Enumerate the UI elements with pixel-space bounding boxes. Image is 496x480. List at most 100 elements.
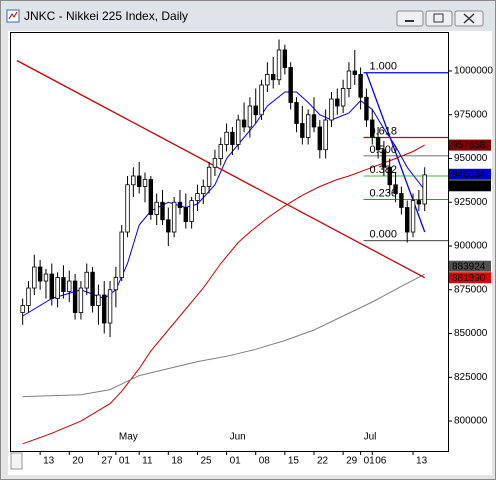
- price-label: 957658: [452, 140, 486, 151]
- candle-body: [218, 144, 223, 159]
- candle-body: [317, 126, 323, 151]
- candle-body: [113, 277, 119, 291]
- y-tick-label: 850000: [454, 328, 488, 339]
- candle-body: [84, 271, 89, 289]
- month-label: Jul: [364, 432, 377, 443]
- candle-body: [26, 287, 31, 306]
- x-tick-label: 25: [200, 456, 212, 467]
- price-label: 940634: [452, 169, 486, 180]
- candle-body: [67, 280, 72, 292]
- candle-body: [61, 277, 66, 292]
- restore-button[interactable]: [425, 10, 453, 27]
- minimize-button[interactable]: [396, 10, 424, 27]
- candle-body: [119, 231, 124, 278]
- price-label-box: [449, 139, 491, 151]
- x-tick-label: 15: [288, 456, 300, 467]
- candle-body: [311, 114, 317, 128]
- candle-body: [399, 193, 404, 208]
- candle-body: [142, 179, 148, 187]
- candle-body: [358, 74, 363, 98]
- price-label: 883924: [452, 261, 486, 272]
- y-tick-label: 900000: [454, 241, 488, 252]
- candle-body: [49, 273, 54, 299]
- candle-body: [131, 175, 136, 186]
- candle-body: [195, 193, 200, 201]
- candle-body: [276, 49, 282, 81]
- candle-body: [55, 277, 60, 299]
- restore-glyph: [433, 13, 444, 23]
- candle-body: [370, 119, 375, 138]
- fibo-label: 0.000: [370, 229, 398, 241]
- candle-body: [346, 70, 352, 89]
- candle-body: [352, 70, 357, 75]
- candle-body: [32, 266, 37, 289]
- candle-body: [253, 105, 258, 116]
- plot-area: [10, 32, 449, 452]
- candle-body: [177, 201, 183, 208]
- candle-body: [381, 149, 387, 168]
- candle-body: [154, 201, 159, 215]
- candle-body: [136, 175, 142, 187]
- candle-body: [247, 105, 253, 128]
- y-tick-label: 950000: [454, 153, 488, 164]
- x-tick-label: 13: [43, 456, 55, 467]
- candle-body: [78, 287, 84, 313]
- candle-body: [37, 266, 43, 282]
- overlay-line: [16, 59, 426, 279]
- x-tick-label: 08: [259, 456, 271, 467]
- fibo-label: 1.000: [370, 61, 398, 73]
- x-tick-label: 22: [317, 456, 329, 467]
- candle-body: [90, 271, 95, 306]
- y-tick-label: 825000: [454, 372, 488, 383]
- candle-body: [160, 201, 165, 221]
- x-tick-label: 11: [142, 456, 153, 467]
- candle-body: [206, 166, 212, 187]
- price-label-box: [449, 180, 491, 192]
- candle-body: [300, 123, 305, 138]
- candle-body: [212, 158, 218, 168]
- candle-body: [410, 200, 416, 233]
- x-tick-label: 06: [375, 456, 387, 467]
- overlay-line: [22, 144, 425, 445]
- candle-body: [270, 74, 276, 81]
- y-tick-label: 875000: [454, 284, 488, 295]
- y-tick-label: 925000: [454, 197, 488, 208]
- candle-body: [241, 119, 247, 128]
- x-tick-label: 20: [72, 456, 84, 467]
- candle-body: [323, 119, 328, 151]
- candle-body: [265, 74, 270, 86]
- candle-body: [43, 273, 49, 282]
- x-tick-label: 01: [119, 456, 131, 467]
- candle-body: [96, 294, 101, 306]
- plot: 1.0000.6180.5000.3820.2360.0008000008250…: [16, 39, 493, 467]
- month-label: May: [119, 432, 138, 443]
- candle-body: [364, 96, 369, 121]
- candle-body: [387, 166, 392, 186]
- candle-body: [288, 67, 293, 103]
- candle-body: [405, 207, 410, 233]
- x-tick-label: 18: [171, 456, 183, 467]
- candle-body: [393, 184, 398, 194]
- fibo-label: 0.618: [370, 125, 398, 137]
- candle-body: [148, 179, 154, 215]
- y-tick-label: 800000: [454, 416, 488, 427]
- x-tick-label: 27: [101, 456, 113, 467]
- candle-body: [189, 200, 194, 222]
- close-glyph: [463, 13, 475, 24]
- candle-body: [107, 289, 113, 324]
- scroll-box[interactable]: [10, 452, 23, 470]
- fibo-label: 0.236: [370, 188, 398, 200]
- candle-body: [259, 84, 264, 116]
- x-tick-label: 01: [364, 456, 376, 467]
- candle-body: [171, 201, 177, 233]
- candle-body: [201, 186, 206, 194]
- candle-body: [294, 102, 299, 124]
- candle-body: [72, 280, 78, 313]
- window-icon-glyph: [8, 11, 18, 20]
- price-label-box: [449, 260, 491, 272]
- candle-body: [329, 98, 334, 121]
- candle-body: [340, 88, 346, 107]
- window-buttons[interactable]: [396, 10, 484, 27]
